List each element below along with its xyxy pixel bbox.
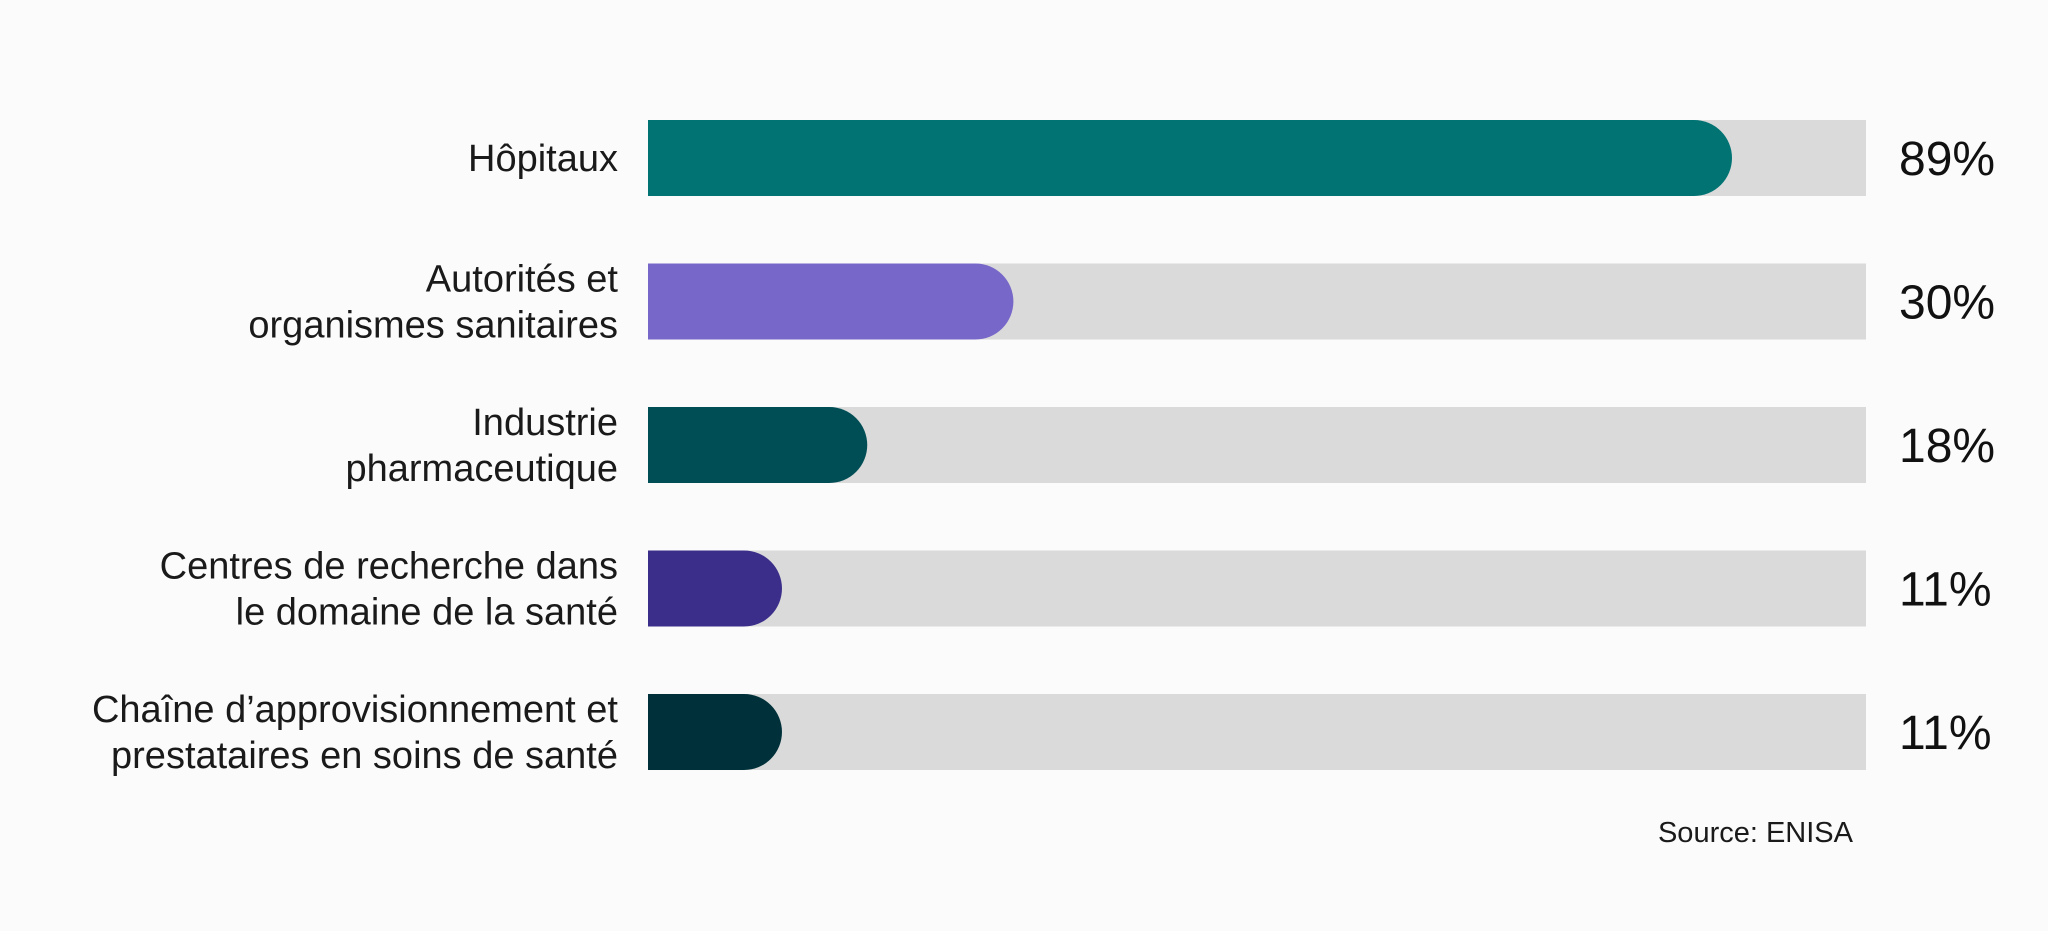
category-label-line: prestataires en soins de santé	[111, 735, 618, 777]
bar	[648, 120, 1733, 196]
bar	[648, 550, 782, 627]
bar	[648, 694, 782, 770]
bar-row: Autorités et organismes sanitaires 30%	[248, 259, 1995, 347]
bar-row: Hôpitaux 89%	[468, 120, 1995, 196]
category-label: Chaîne d’approvisionnement et prestataire…	[92, 689, 618, 777]
value-label: 11%	[1899, 707, 1992, 760]
bar-row: Chaîne d’approvisionnement et prestataire…	[92, 689, 1992, 777]
bar-track	[648, 550, 1866, 627]
value-label: 11%	[1899, 564, 1992, 617]
value-label: 30%	[1899, 277, 1995, 330]
value-label: 18%	[1899, 420, 1995, 473]
category-label-line: Chaîne d’approvisionnement et	[92, 689, 618, 731]
bar	[648, 263, 1014, 340]
category-label: Hôpitaux	[468, 138, 618, 180]
bar-row: Centres de recherche dans le domaine de l…	[160, 546, 1992, 634]
category-label-line: organismes sanitaires	[248, 305, 618, 347]
chart-rows: Hôpitaux 89% Autorités et organismes sanita…	[92, 120, 1995, 777]
category-label: Autorités et organismes sanitaires	[248, 259, 618, 347]
bar-row: Industrie pharmaceutique 18%	[345, 402, 1995, 490]
source-note: Source: ENISA	[1658, 817, 1854, 849]
category-label-line: le domaine de la santé	[236, 592, 618, 634]
value-label: 89%	[1899, 133, 1995, 186]
category-label-line: Autorités et	[426, 259, 619, 301]
bar-track	[648, 694, 1866, 770]
category-label-line: Hôpitaux	[468, 138, 618, 180]
category-label-line: Industrie	[472, 402, 618, 444]
category-label: Centres de recherche dans le domaine de l…	[160, 546, 618, 634]
category-label-line: pharmaceutique	[345, 448, 618, 490]
category-label: Industrie pharmaceutique	[345, 402, 618, 490]
bar	[648, 407, 868, 483]
category-label-line: Centres de recherche dans	[160, 546, 618, 588]
